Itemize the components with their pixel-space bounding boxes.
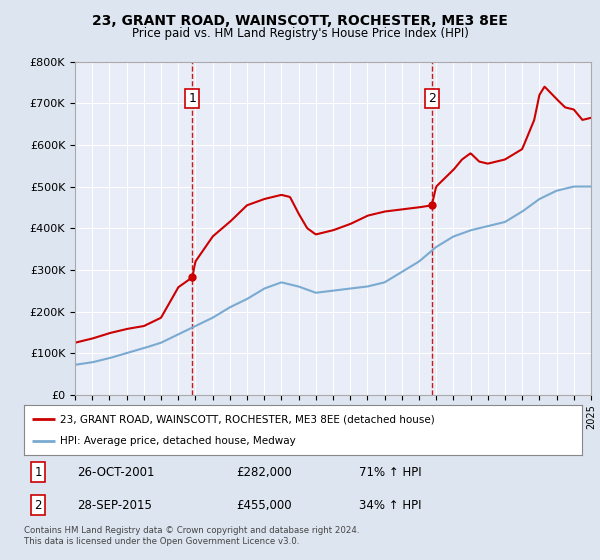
Text: 28-SEP-2015: 28-SEP-2015 <box>77 498 152 512</box>
Text: 71% ↑ HPI: 71% ↑ HPI <box>359 465 421 479</box>
Text: Price paid vs. HM Land Registry's House Price Index (HPI): Price paid vs. HM Land Registry's House … <box>131 27 469 40</box>
Text: 1: 1 <box>34 465 42 479</box>
Text: Contains HM Land Registry data © Crown copyright and database right 2024.
This d: Contains HM Land Registry data © Crown c… <box>24 526 359 546</box>
Text: £455,000: £455,000 <box>236 498 292 512</box>
Text: 34% ↑ HPI: 34% ↑ HPI <box>359 498 421 512</box>
Text: 26-OCT-2001: 26-OCT-2001 <box>77 465 155 479</box>
Text: £282,000: £282,000 <box>236 465 292 479</box>
Text: 2: 2 <box>34 498 42 512</box>
Text: 23, GRANT ROAD, WAINSCOTT, ROCHESTER, ME3 8EE: 23, GRANT ROAD, WAINSCOTT, ROCHESTER, ME… <box>92 14 508 28</box>
Text: HPI: Average price, detached house, Medway: HPI: Average price, detached house, Medw… <box>60 436 296 446</box>
Text: 2: 2 <box>428 92 436 105</box>
Text: 1: 1 <box>188 92 196 105</box>
Text: 23, GRANT ROAD, WAINSCOTT, ROCHESTER, ME3 8EE (detached house): 23, GRANT ROAD, WAINSCOTT, ROCHESTER, ME… <box>60 414 435 424</box>
